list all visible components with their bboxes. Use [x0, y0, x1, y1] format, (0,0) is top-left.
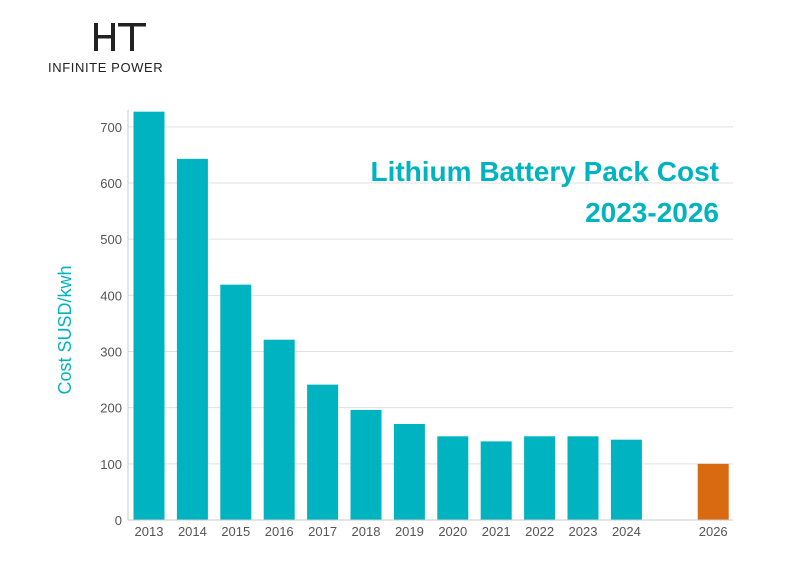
y-tick-label: 600	[100, 176, 122, 191]
brand-logo: INFINITE POWER	[48, 22, 198, 75]
x-tick-label: 2020	[438, 524, 467, 539]
x-tick-label: 2018	[352, 524, 381, 539]
x-tick-label: 2024	[612, 524, 641, 539]
y-tick-label: 700	[100, 120, 122, 135]
y-tick-label: 500	[100, 232, 122, 247]
y-tick-label: 0	[115, 513, 122, 528]
x-tick-label: 2014	[178, 524, 207, 539]
x-tick-label: 2019	[395, 524, 424, 539]
bar-2023	[567, 436, 599, 520]
y-tick-labels: 0 100 200 300 400 500 600 700	[100, 120, 122, 528]
bar-2024	[610, 439, 642, 520]
chart-title: Lithium Battery Pack Cost	[370, 156, 719, 187]
y-axis-label: Cost SUSD/kwh	[55, 265, 75, 394]
bar-2017	[307, 384, 339, 520]
bar-2021	[480, 441, 512, 520]
bar-2026	[697, 463, 729, 520]
brand-tagline: INFINITE POWER	[48, 60, 164, 75]
bar-2020	[437, 436, 469, 520]
bar-2016	[263, 339, 295, 520]
x-tick-label: 2022	[525, 524, 554, 539]
x-tick-label: 2016	[265, 524, 294, 539]
x-tick-label: 2013	[135, 524, 164, 539]
y-tick-label: 200	[100, 401, 122, 416]
chart-subtitle: 2023-2026	[585, 197, 719, 228]
x-tick-label: 2026	[699, 524, 728, 539]
bar-2019	[393, 423, 425, 520]
y-tick-label: 100	[100, 457, 122, 472]
ht-logo-icon	[94, 23, 146, 51]
y-tick-label: 300	[100, 345, 122, 360]
bar-2022	[524, 436, 556, 520]
x-tick-label: 2023	[569, 524, 598, 539]
y-tick-label: 400	[100, 288, 122, 303]
bars	[133, 111, 729, 520]
x-tick-label: 2015	[221, 524, 250, 539]
x-tick-label: 2021	[482, 524, 511, 539]
x-tick-labels: 2013 2014 2015 2016 2017 2018 2019 2020 2021 2022…	[135, 524, 728, 539]
x-tick-label: 2017	[308, 524, 337, 539]
bar-2013	[133, 111, 165, 520]
bar-2015	[220, 284, 252, 520]
bar-2014	[176, 158, 208, 520]
bar-2018	[350, 409, 382, 520]
